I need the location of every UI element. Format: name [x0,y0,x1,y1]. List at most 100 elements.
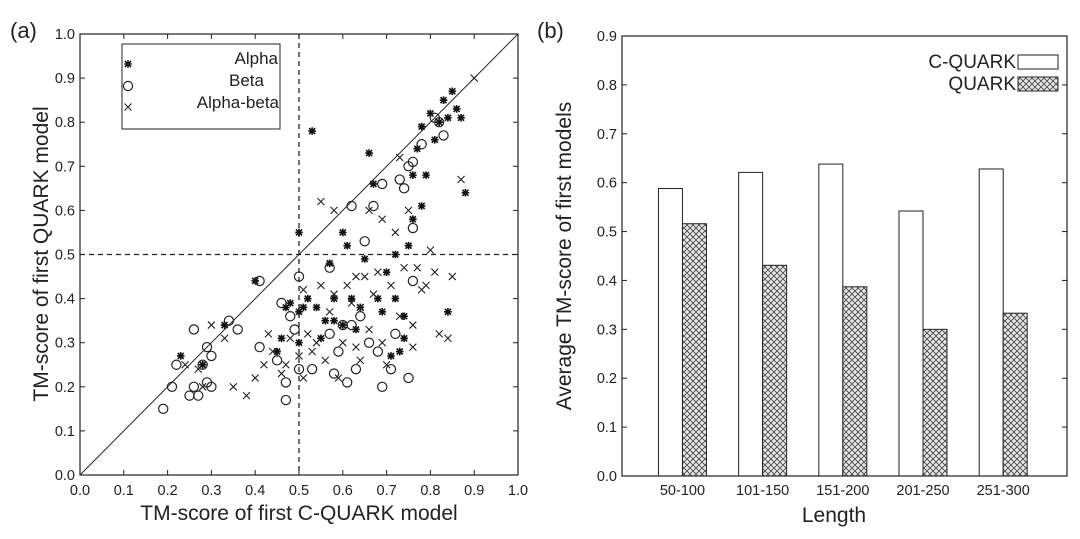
y-tick-label: 0.3 [597,322,617,338]
alpha-point [303,294,312,303]
alpha-beta-point [268,347,277,356]
y-tick-label: 0.8 [597,78,617,94]
x-tick-label: 0.5 [289,483,309,499]
alpha-beta-point [343,281,352,290]
quark-bar [922,328,948,477]
alpha-beta-point [330,290,338,299]
beta-point [350,363,362,375]
alpha-beta-point [356,303,365,312]
alpha-point [404,241,413,250]
beta-point [324,328,335,340]
panel-b-bar: (b) 50-100 101-150 151-200 201-250 251-300 0… [537,18,1068,527]
scatter-points [158,74,479,415]
y-tick-label: 0.0 [597,469,617,485]
x-tick-label: 0.8 [420,483,440,499]
beta-point [372,346,384,357]
x-ticks-a: 0.0 0.1 0.2 0.3 0.4 0.5 0.6 0.7 0.8 0.9 1.0 [70,34,528,499]
beta-point [271,355,283,366]
x-tick-label: 201-250 [896,483,949,499]
alpha-beta-point [299,285,308,294]
alpha-beta-point [387,281,395,290]
alpha-beta-point [435,329,444,338]
y-tick-label: 0.2 [597,371,617,387]
beta-point [394,174,405,185]
beta-point [407,275,419,287]
beta-point [346,200,357,212]
legend-marker-alpha [124,60,132,68]
alpha-beta-point [277,369,286,378]
beta-point [197,359,208,370]
legend-label-alpha: Alpha [235,49,279,68]
bars [657,163,1028,477]
alpha-point [339,321,347,329]
alpha-beta-point [395,312,404,321]
alpha-beta-point [338,338,347,347]
alpha-point [330,294,338,303]
beta-point [293,271,305,282]
beta-point [232,324,243,335]
y-ticks-b: 0.0 0.1 0.2 0.3 0.4 0.5 0.6 0.7 0.8 0.9 [597,29,1067,485]
alpha-point [295,228,303,237]
beta-point [328,368,340,379]
beta-point [158,403,169,415]
alpha-beta-point [308,347,317,356]
c-quark-bar [978,168,1004,477]
beta-point [377,178,388,190]
alpha-point [198,360,207,369]
alpha-beta-point [181,360,190,369]
alpha-beta-point [194,365,203,374]
beta-point [377,381,388,392]
quark-bar [842,286,868,477]
legend-label-quark: QUARK [948,74,1016,95]
alpha-beta-point [378,215,387,224]
c-quark-bar [898,210,924,477]
alpha-beta-point [260,360,268,369]
beta-point [201,341,213,353]
beta-point [280,394,292,406]
beta-point [416,139,427,150]
beta-point [184,390,195,401]
beta-point [223,315,235,326]
beta-point [254,275,265,287]
alpha-point [444,113,452,122]
c-quark-bar [818,163,844,477]
beta-point [254,341,265,353]
alpha-beta-point [312,338,321,347]
alpha-beta-point [448,272,457,281]
beta-point [346,319,357,331]
alpha-point [391,294,400,303]
alpha-beta-point [352,343,360,351]
beta-point [306,363,318,375]
beta-point [363,337,375,348]
alpha-beta-point [317,281,325,290]
alpha-beta-point [303,329,312,338]
alpha-point [317,334,325,343]
legend-swatch-quark [1017,76,1059,92]
alpha-beta-point [264,329,273,338]
alpha-beta-point [391,228,400,237]
alpha-point [461,188,470,197]
alpha-beta-point [457,175,465,184]
beta-point [206,381,217,392]
alpha-point [439,96,448,104]
alpha-point [339,228,347,237]
alpha-point [295,338,303,347]
alpha-beta-point [334,374,343,382]
beta-point [359,236,370,247]
quark-bar [681,223,707,477]
alpha-beta-point [330,206,338,215]
alpha-point [330,316,338,325]
beta-point [385,363,397,375]
alpha-point [417,122,426,131]
alpha-beta-point [220,334,229,343]
beta-point [390,328,401,340]
y-axis-title-b: Average TM-score of first models [553,102,576,411]
alpha-point [409,215,417,224]
alpha-point [391,250,400,259]
x-axis-title-b: Length [802,504,866,527]
beta-point [289,324,300,335]
legend-markers-a [122,60,134,111]
alpha-beta-point [347,299,356,307]
y-tick-label: 0.6 [597,176,617,192]
